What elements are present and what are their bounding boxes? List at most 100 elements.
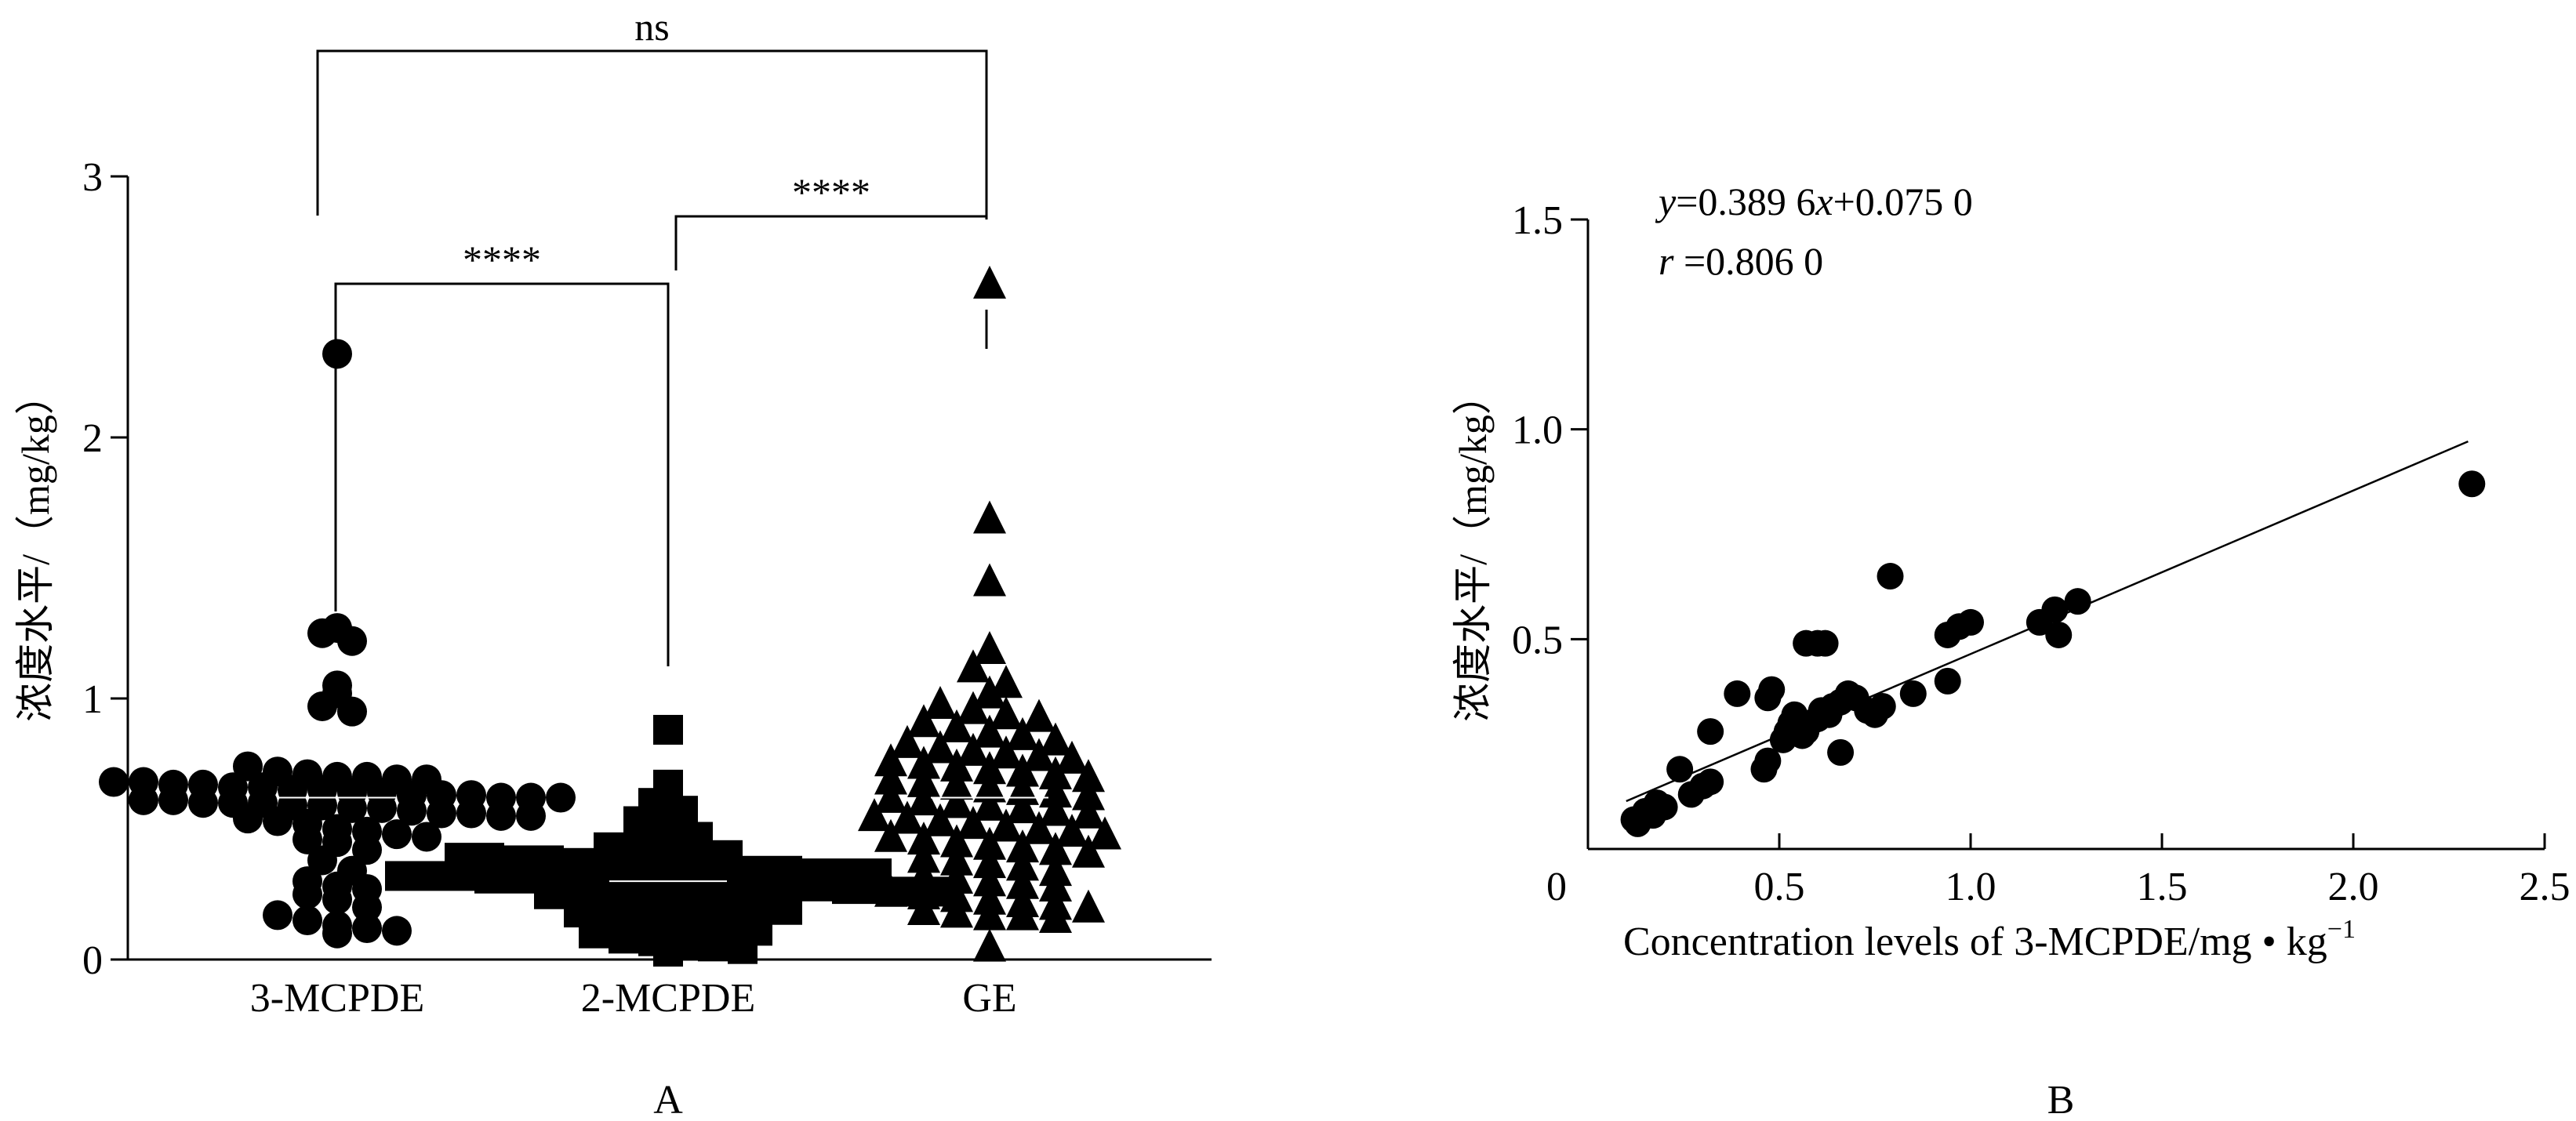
significance-brackets: ns **** **** — [316, 5, 988, 666]
data-point-circle — [322, 339, 352, 369]
data-point-triangle — [1006, 829, 1039, 863]
significance-bracket — [674, 215, 988, 270]
data-point-triangle — [907, 764, 940, 797]
panel-b-chart: 0.51.01.5 0 0.5 1.0 1.5 2.0 2.5 浓度水平/（mg/kg） … — [1451, 180, 2571, 1121]
data-point-triangle — [1039, 900, 1072, 934]
data-point-circle — [158, 785, 188, 815]
data-point-circle — [233, 804, 263, 834]
data-point-triangle — [874, 873, 907, 907]
x-tick-label: 2.5 — [2520, 865, 2571, 909]
data-point-triangle — [940, 824, 973, 858]
scatter-point — [1811, 629, 1839, 657]
panel-a-data-points — [99, 265, 1121, 967]
data-point-triangle — [973, 500, 1006, 534]
data-point-triangle — [1023, 811, 1055, 844]
data-point-circle — [337, 793, 367, 823]
data-point-triangle — [1039, 793, 1072, 826]
data-point-circle — [427, 798, 456, 829]
scatter-point — [1620, 806, 1648, 833]
data-point-triangle — [1055, 814, 1088, 847]
panel-b-label: B — [2047, 1078, 2075, 1121]
data-point-triangle — [1006, 865, 1039, 899]
x-tick-label: 1.0 — [1946, 865, 1996, 909]
data-point-square — [623, 806, 653, 836]
data-point-triangle — [907, 822, 940, 855]
y-tick-label: 2 — [82, 416, 103, 461]
data-point-square — [504, 863, 534, 894]
data-point-square — [474, 863, 504, 894]
scatter-point — [1754, 684, 1782, 712]
data-point-triangle — [907, 704, 940, 738]
data-point-triangle — [891, 800, 924, 834]
data-point-triangle — [1023, 698, 1055, 732]
data-point-triangle — [1072, 834, 1105, 868]
data-point-triangle — [973, 845, 1006, 879]
data-point-circle — [263, 806, 292, 836]
data-point-triangle — [1072, 889, 1105, 923]
panel-a-chart: ns **** **** 0 1 2 3 3-MCPDE 2-MCPDE GE 浓度水平/（m… — [13, 5, 1212, 1121]
data-point-circle — [99, 767, 129, 797]
scatter-point — [1666, 756, 1694, 783]
data-point-triangle — [874, 761, 907, 795]
data-point-square — [832, 874, 862, 905]
significance-label: **** — [792, 170, 870, 214]
data-point-circle — [188, 788, 218, 818]
data-point-triangle — [907, 840, 940, 873]
data-point-triangle — [924, 803, 957, 836]
scatter-point — [1793, 629, 1820, 657]
panel-a-x-ticks: 3-MCPDE 2-MCPDE GE — [250, 976, 1017, 1021]
data-point-circle — [546, 782, 576, 813]
data-point-triangle — [940, 748, 973, 782]
scatter-point — [1934, 621, 1961, 648]
data-point-triangle — [973, 928, 1006, 962]
data-point-triangle — [907, 858, 940, 891]
data-point-square — [385, 861, 415, 891]
eq-x-symbol: x — [1815, 180, 1833, 223]
data-point-circle — [397, 796, 427, 826]
x-axis-label-text: Concentration levels of 3-MCPDE/mg • kg — [1623, 920, 2327, 964]
x-tick-label: 2.0 — [2328, 865, 2379, 909]
data-point-triangle — [957, 649, 990, 683]
data-point-square — [609, 923, 638, 954]
scatter-point — [2458, 470, 2486, 498]
y-tick-label: 3 — [82, 155, 103, 200]
data-point-triangle — [973, 769, 1006, 803]
y-tick-label: 1 — [82, 677, 103, 722]
data-point-triangle — [1006, 771, 1039, 805]
data-point-triangle — [990, 696, 1023, 730]
data-point-circle — [233, 751, 263, 782]
scatter-point — [1677, 781, 1705, 808]
panel-b-x-ticks: 0 0.5 1.0 1.5 2.0 2.5 — [1546, 833, 2571, 909]
y-tick-label: 0.5 — [1512, 618, 1563, 662]
data-point-circle — [263, 900, 292, 931]
data-point-triangle — [891, 724, 924, 758]
data-point-circle — [486, 800, 516, 831]
data-point-triangle — [940, 785, 973, 818]
data-point-triangle — [907, 892, 940, 926]
eq-part-1: =0.389 6 — [1676, 180, 1815, 223]
data-point-triangle — [874, 779, 907, 813]
data-point-triangle — [940, 709, 973, 742]
data-point-triangle — [1006, 753, 1039, 787]
data-point-triangle — [973, 563, 1006, 597]
x-axis-label-superscript: −1 — [2327, 915, 2356, 944]
data-point-triangle — [1006, 847, 1039, 881]
data-point-circle — [367, 793, 397, 823]
panel-a-y-axis-label: 浓度水平/（mg/kg） — [13, 375, 57, 722]
data-point-triangle — [973, 897, 1006, 931]
data-point-triangle — [973, 751, 1006, 785]
data-point-triangle — [973, 675, 1006, 709]
scatter-point — [1899, 680, 1927, 707]
data-point-triangle — [940, 894, 973, 928]
scatter-point — [1697, 718, 1724, 746]
data-point-triangle — [1039, 756, 1072, 789]
data-point-triangle — [1023, 738, 1055, 771]
data-point-triangle — [1006, 897, 1039, 931]
data-point-triangle — [957, 732, 990, 766]
data-point-square — [579, 918, 609, 949]
data-point-circle — [456, 798, 486, 829]
data-point-circle — [292, 905, 322, 936]
data-point-triangle — [990, 735, 1023, 769]
scatter-point — [2045, 621, 2073, 648]
